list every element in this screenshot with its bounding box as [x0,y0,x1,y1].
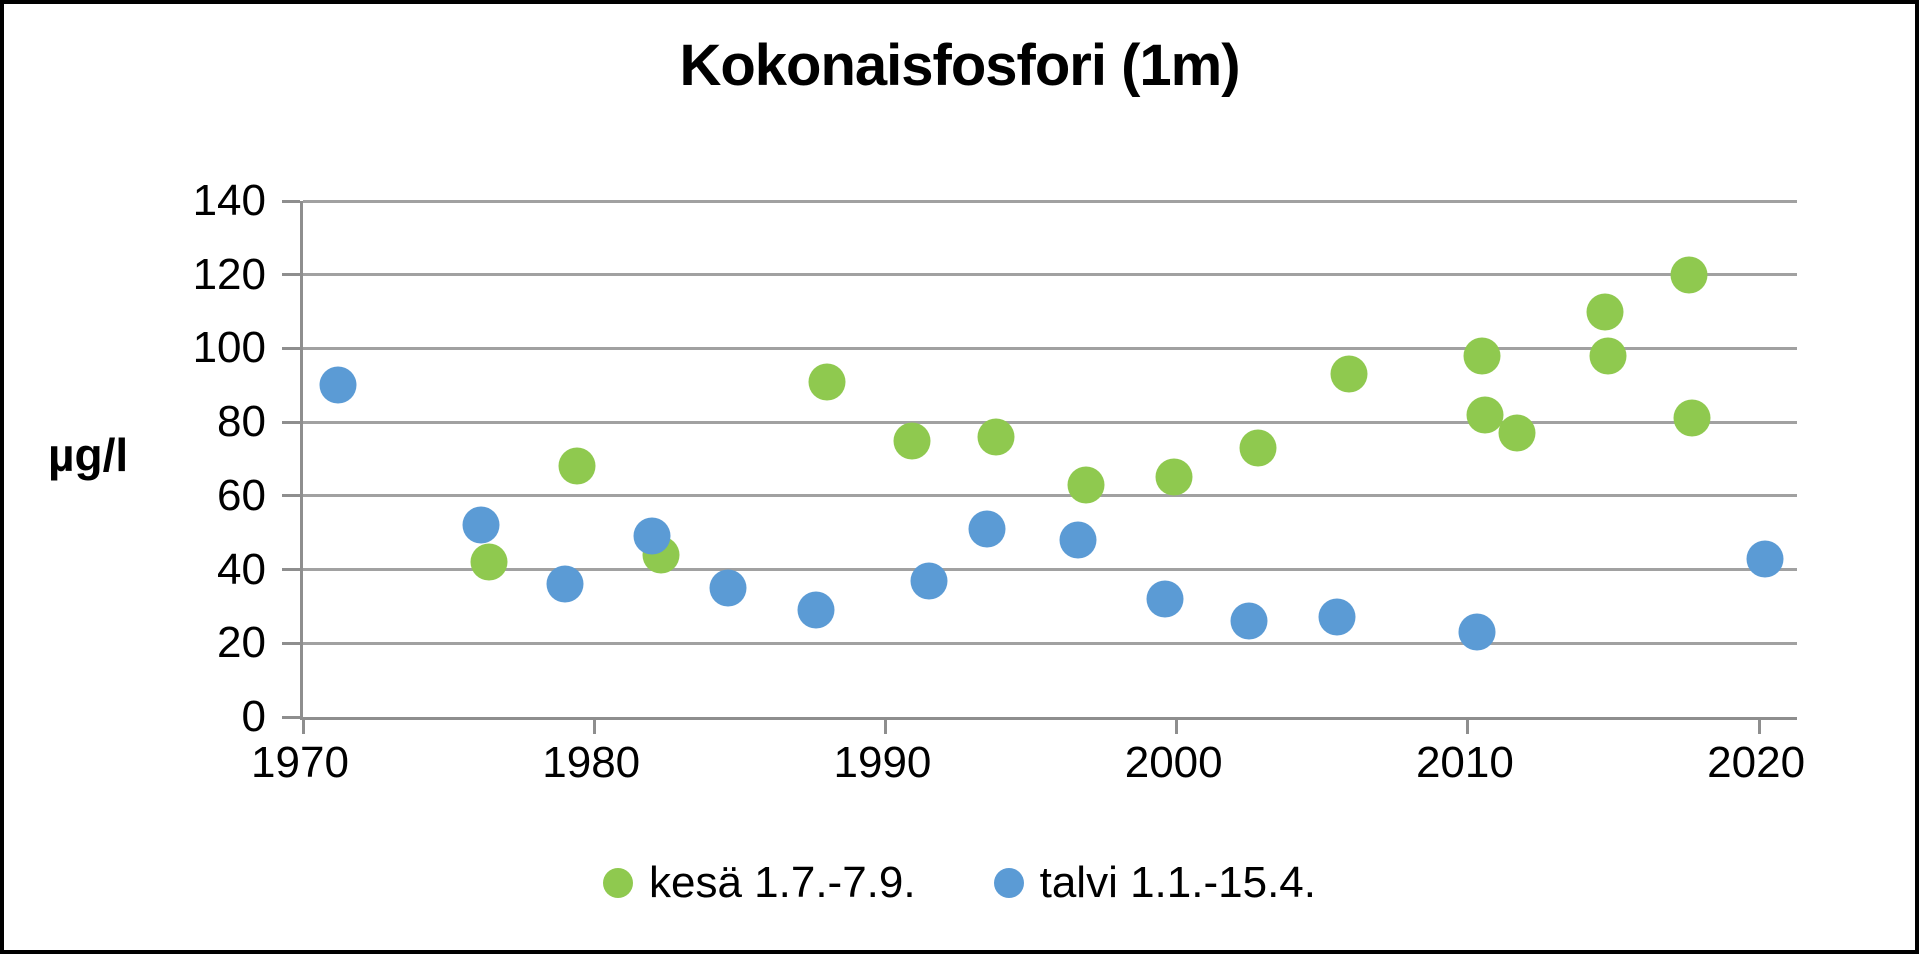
kesa-marker-icon [603,868,633,898]
x-tick-label: 2000 [1124,738,1223,787]
data-point-kesa [1155,458,1193,496]
y-axis-label: µg/l [48,429,129,481]
data-point-kesa [1589,337,1627,375]
gridline [303,199,1797,203]
y-axis-tick [282,494,300,498]
chart-title: Kokonaisfosfori (1m) [679,33,1240,98]
y-tick-label: 140 [192,176,266,225]
data-point-kesa [808,363,846,401]
x-axis-tick [592,720,596,734]
data-point-talvi [1746,540,1784,577]
plot-area [282,199,1797,734]
gridline [303,420,1797,424]
data-point-kesa [1586,293,1624,331]
x-axis-tick [883,720,887,734]
data-point-kesa [1673,399,1711,437]
data-point-talvi [1059,521,1097,559]
x-tick-label: 1970 [251,738,349,787]
x-axis-tick [301,720,305,734]
data-point-talvi [1458,613,1496,651]
y-tick-label: 60 [217,470,266,520]
data-point-talvi [319,366,357,404]
y-tick-label: 100 [192,323,266,373]
data-point-talvi [1318,598,1356,636]
data-point-kesa [1067,466,1105,504]
gridline [303,568,1797,572]
gridline [303,273,1797,277]
y-tick-label: 120 [192,249,266,299]
data-point-kesa [1670,256,1708,294]
y-axis-tick [282,199,300,203]
gridline [303,641,1797,645]
data-point-talvi [968,510,1006,548]
x-axis-tick [1466,720,1470,734]
data-point-talvi [1146,580,1184,618]
gridline [303,346,1797,350]
legend-item-talvi: talvi 1.1.-15.4. [993,858,1316,908]
y-axis-tick [282,715,300,719]
data-point-kesa [977,418,1015,456]
y-axis-tick [282,420,300,424]
y-axis-tick [282,273,300,277]
legend: kesä 1.7.-7.9. talvi 1.1.-15.4. [4,858,1915,908]
x-tick-label: 2020 [1707,738,1806,787]
data-point-kesa [1498,414,1536,452]
data-point-talvi [633,517,671,555]
x-tick-label: 1980 [542,738,641,787]
y-tick-label: 20 [217,618,266,668]
data-point-kesa [1239,429,1277,467]
data-point-kesa [893,422,931,460]
legend-label-talvi: talvi 1.1.-15.4. [1039,858,1316,907]
data-point-kesa [1330,355,1367,393]
legend-item-kesa: kesä 1.7.-7.9. [603,858,916,908]
data-point-kesa [558,447,596,485]
x-tick-label: 2010 [1415,738,1514,787]
y-axis-tick [282,346,300,350]
x-axis-tick [1175,720,1179,734]
x-axis-tick [1757,720,1761,734]
data-point-talvi [797,591,835,629]
y-tick-label: 80 [217,397,266,447]
y-tick-label: 40 [217,544,266,594]
gridline [303,494,1797,498]
data-point-talvi [910,562,948,600]
y-axis-tick [282,641,300,645]
legend-label-kesa: kesä 1.7.-7.9. [649,858,916,907]
y-tick-label: 0 [241,692,266,741]
y-axis-tick [282,568,300,572]
x-tick-label: 1990 [833,738,932,787]
data-point-talvi [546,565,584,603]
talvi-marker-icon [993,868,1024,898]
data-point-talvi [1230,602,1268,640]
data-point-kesa [1463,337,1501,375]
data-point-kesa [470,543,508,581]
data-point-talvi [462,506,500,544]
data-point-kesa [1466,396,1504,434]
data-point-talvi [709,569,747,607]
